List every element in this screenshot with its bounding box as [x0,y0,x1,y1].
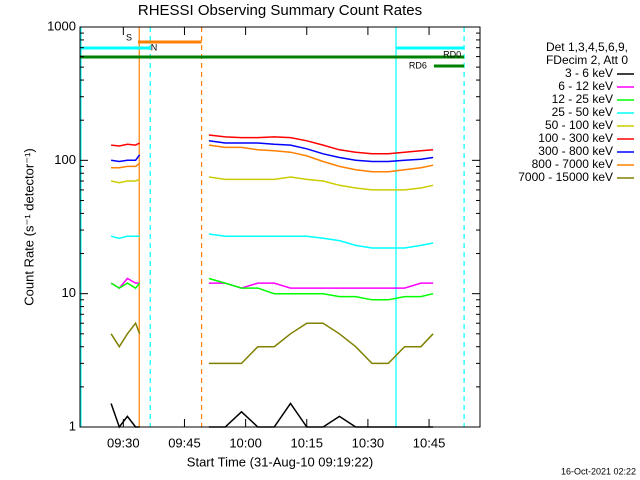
series-line [111,134,434,155]
flag-label: RD6 [409,60,427,70]
x-tick-label: 09:30 [107,435,140,450]
x-tick-label: 10:45 [413,435,446,450]
legend-label: 25 - 50 keV [552,105,613,119]
flag-label: S [126,32,132,42]
x-tick-label: 10:00 [229,435,262,450]
series-line [110,233,434,249]
y-tick-label: 10 [62,285,76,300]
legend-label: 100 - 300 keV [538,131,613,145]
series-line [110,140,434,163]
y-tick-label: 1000 [47,18,76,33]
x-tick-label: 10:30 [352,435,385,450]
legend-label: 800 - 7000 keV [532,157,613,171]
legend-label: 300 - 800 keV [538,144,613,158]
series-line [110,277,434,301]
legend-label: 7000 - 15000 keV [518,170,613,184]
footer-date: 16-Oct-2021 02:22 [561,466,636,476]
chart-title: RHESSI Observing Summary Count Rates [138,2,422,19]
series-line [111,144,434,173]
flag-label: RD0 [443,49,461,59]
legend-label: 6 - 12 keV [558,79,613,93]
legend-label: 12 - 25 keV [552,92,613,106]
x-tick-label: 09:45 [168,435,201,450]
legend-title: Det 1,3,4,5,6,9, [546,40,628,54]
legend-label: 3 - 6 keV [565,66,613,80]
x-axis-label: Start Time (31-Aug-10 09:19:22) [187,454,373,469]
plot-frame [79,26,481,428]
legend-title: FDecim 2, Att 0 [546,53,628,67]
y-tick-label: 1 [69,418,76,433]
series-line [110,321,434,365]
legend-label: 50 - 100 keV [545,118,613,132]
x-tick-label: 10:15 [290,435,323,450]
y-tick-label: 100 [54,152,76,167]
flag-label: N [151,42,158,52]
y-axis-label: Count Rate (s⁻¹ detector⁻¹) [21,148,36,306]
series-line [110,176,434,191]
